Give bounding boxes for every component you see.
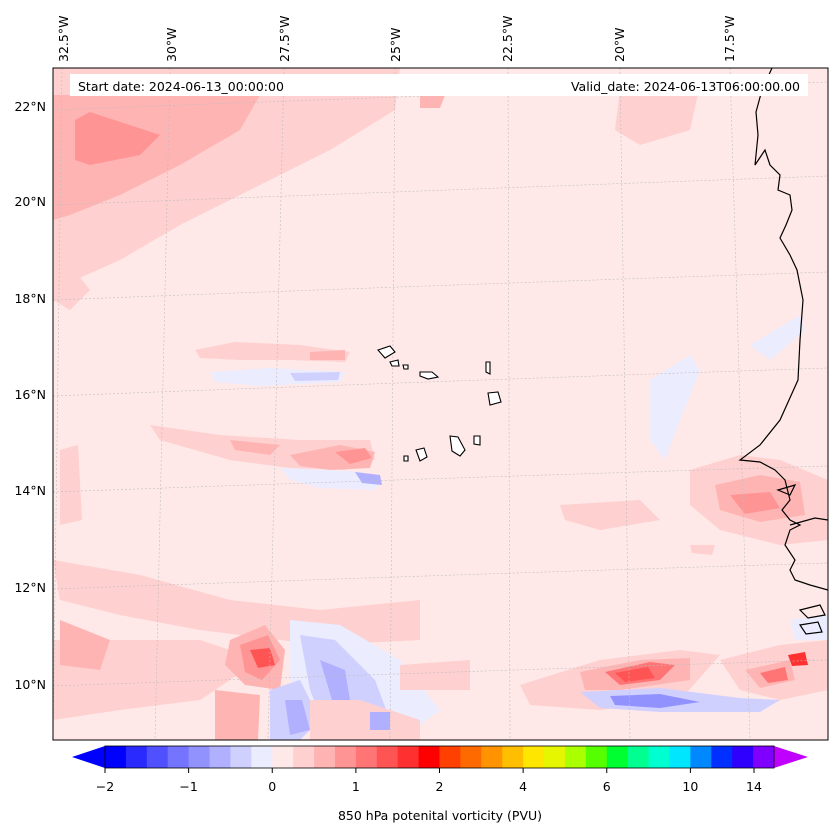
colorbar-segment [167, 746, 190, 768]
colorbar-tick-label: 14 [746, 779, 762, 794]
colorbar-segment [355, 746, 378, 768]
colorbar-segments [105, 746, 775, 768]
gridlines [53, 68, 828, 740]
colorbar-segment [732, 746, 754, 768]
colorbar-segment [481, 746, 503, 768]
map-border [52, 67, 829, 741]
colorbar-segment [460, 746, 482, 768]
valid-date-label: Valid_date: 2024-06-13T06:00:00.00 [571, 79, 800, 94]
coastline [738, 68, 828, 635]
colorbar-segment [690, 746, 712, 768]
longitude-labels: 32.5°W 30°W 27.5°W 25°W 22.5°W 20°W 17.5… [56, 16, 737, 62]
lon-label: 22.5°W [500, 16, 515, 62]
colorbar-segment [753, 746, 775, 768]
colorbar-under-arrow [72, 746, 105, 768]
lat-label: 16°N [14, 387, 46, 402]
colorbar-ticks: −2 −1 0 1 2 4 6 10 14 [96, 768, 762, 794]
colorbar-segment [418, 746, 440, 768]
colorbar-segment [125, 746, 148, 768]
colorbar-label: 850 hPa potenital vorticity (PVU) [337, 808, 543, 823]
lon-label: 27.5°W [277, 16, 292, 62]
colorbar-segment [230, 746, 252, 768]
lat-label: 14°N [14, 483, 46, 498]
colorbar-tick-label: 10 [682, 779, 698, 794]
pv-field [53, 68, 828, 740]
lat-label: 22°N [14, 99, 46, 114]
colorbar-segment [146, 746, 169, 768]
colorbar-over-arrow [774, 746, 808, 768]
colorbar-segment [397, 746, 420, 768]
lon-label: 30°W [164, 27, 179, 62]
cape-verde-islands [377, 345, 502, 462]
colorbar-segment [669, 746, 691, 768]
map-panel: Start date: 2024-06-13_00:00:00 Valid_da… [53, 68, 828, 740]
colorbar-segment [209, 746, 231, 768]
colorbar-segment [376, 746, 399, 768]
lat-label: 12°N [14, 580, 46, 595]
lon-label: 25°W [388, 27, 403, 62]
colorbar-tick-label: 1 [352, 779, 360, 794]
lat-label: 20°N [14, 194, 46, 209]
lon-label: 32.5°W [56, 16, 71, 62]
colorbar-segment [523, 746, 545, 768]
colorbar-segment [293, 746, 315, 768]
colorbar-segment [502, 746, 524, 768]
colorbar-segment [188, 746, 211, 768]
colorbar-tick-label: −1 [179, 779, 197, 794]
colorbar-segment [564, 746, 587, 768]
latitude-labels: 22°N 20°N 18°N 16°N 14°N 12°N 10°N [14, 99, 46, 692]
colorbar-segment [105, 746, 127, 768]
start-date-label: Start date: 2024-06-13_00:00:00 [78, 79, 284, 94]
header-box [70, 74, 808, 96]
colorbar-segment [439, 746, 461, 768]
lat-label: 10°N [14, 677, 46, 692]
colorbar-segment [648, 746, 670, 768]
colorbar-tick-label: 4 [519, 779, 527, 794]
colorbar-tick-label: 6 [603, 779, 611, 794]
colorbar-segment [606, 746, 629, 768]
colorbar-segment [711, 746, 733, 768]
colorbar-tick-label: −2 [96, 779, 114, 794]
lat-label: 18°N [14, 291, 46, 306]
colorbar: −2 −1 0 1 2 4 6 10 14 [72, 745, 808, 794]
colorbar-segment [585, 746, 608, 768]
colorbar-tick-label: 2 [436, 779, 444, 794]
colorbar-segment [314, 746, 336, 768]
colorbar-segment [627, 746, 650, 768]
colorbar-segment [272, 746, 294, 768]
colorbar-segment [334, 746, 357, 768]
colorbar-segment [251, 746, 273, 768]
lon-label: 17.5°W [722, 16, 737, 62]
lon-label: 20°W [612, 27, 627, 62]
colorbar-segment [544, 746, 566, 768]
colorbar-tick-label: 0 [268, 779, 276, 794]
